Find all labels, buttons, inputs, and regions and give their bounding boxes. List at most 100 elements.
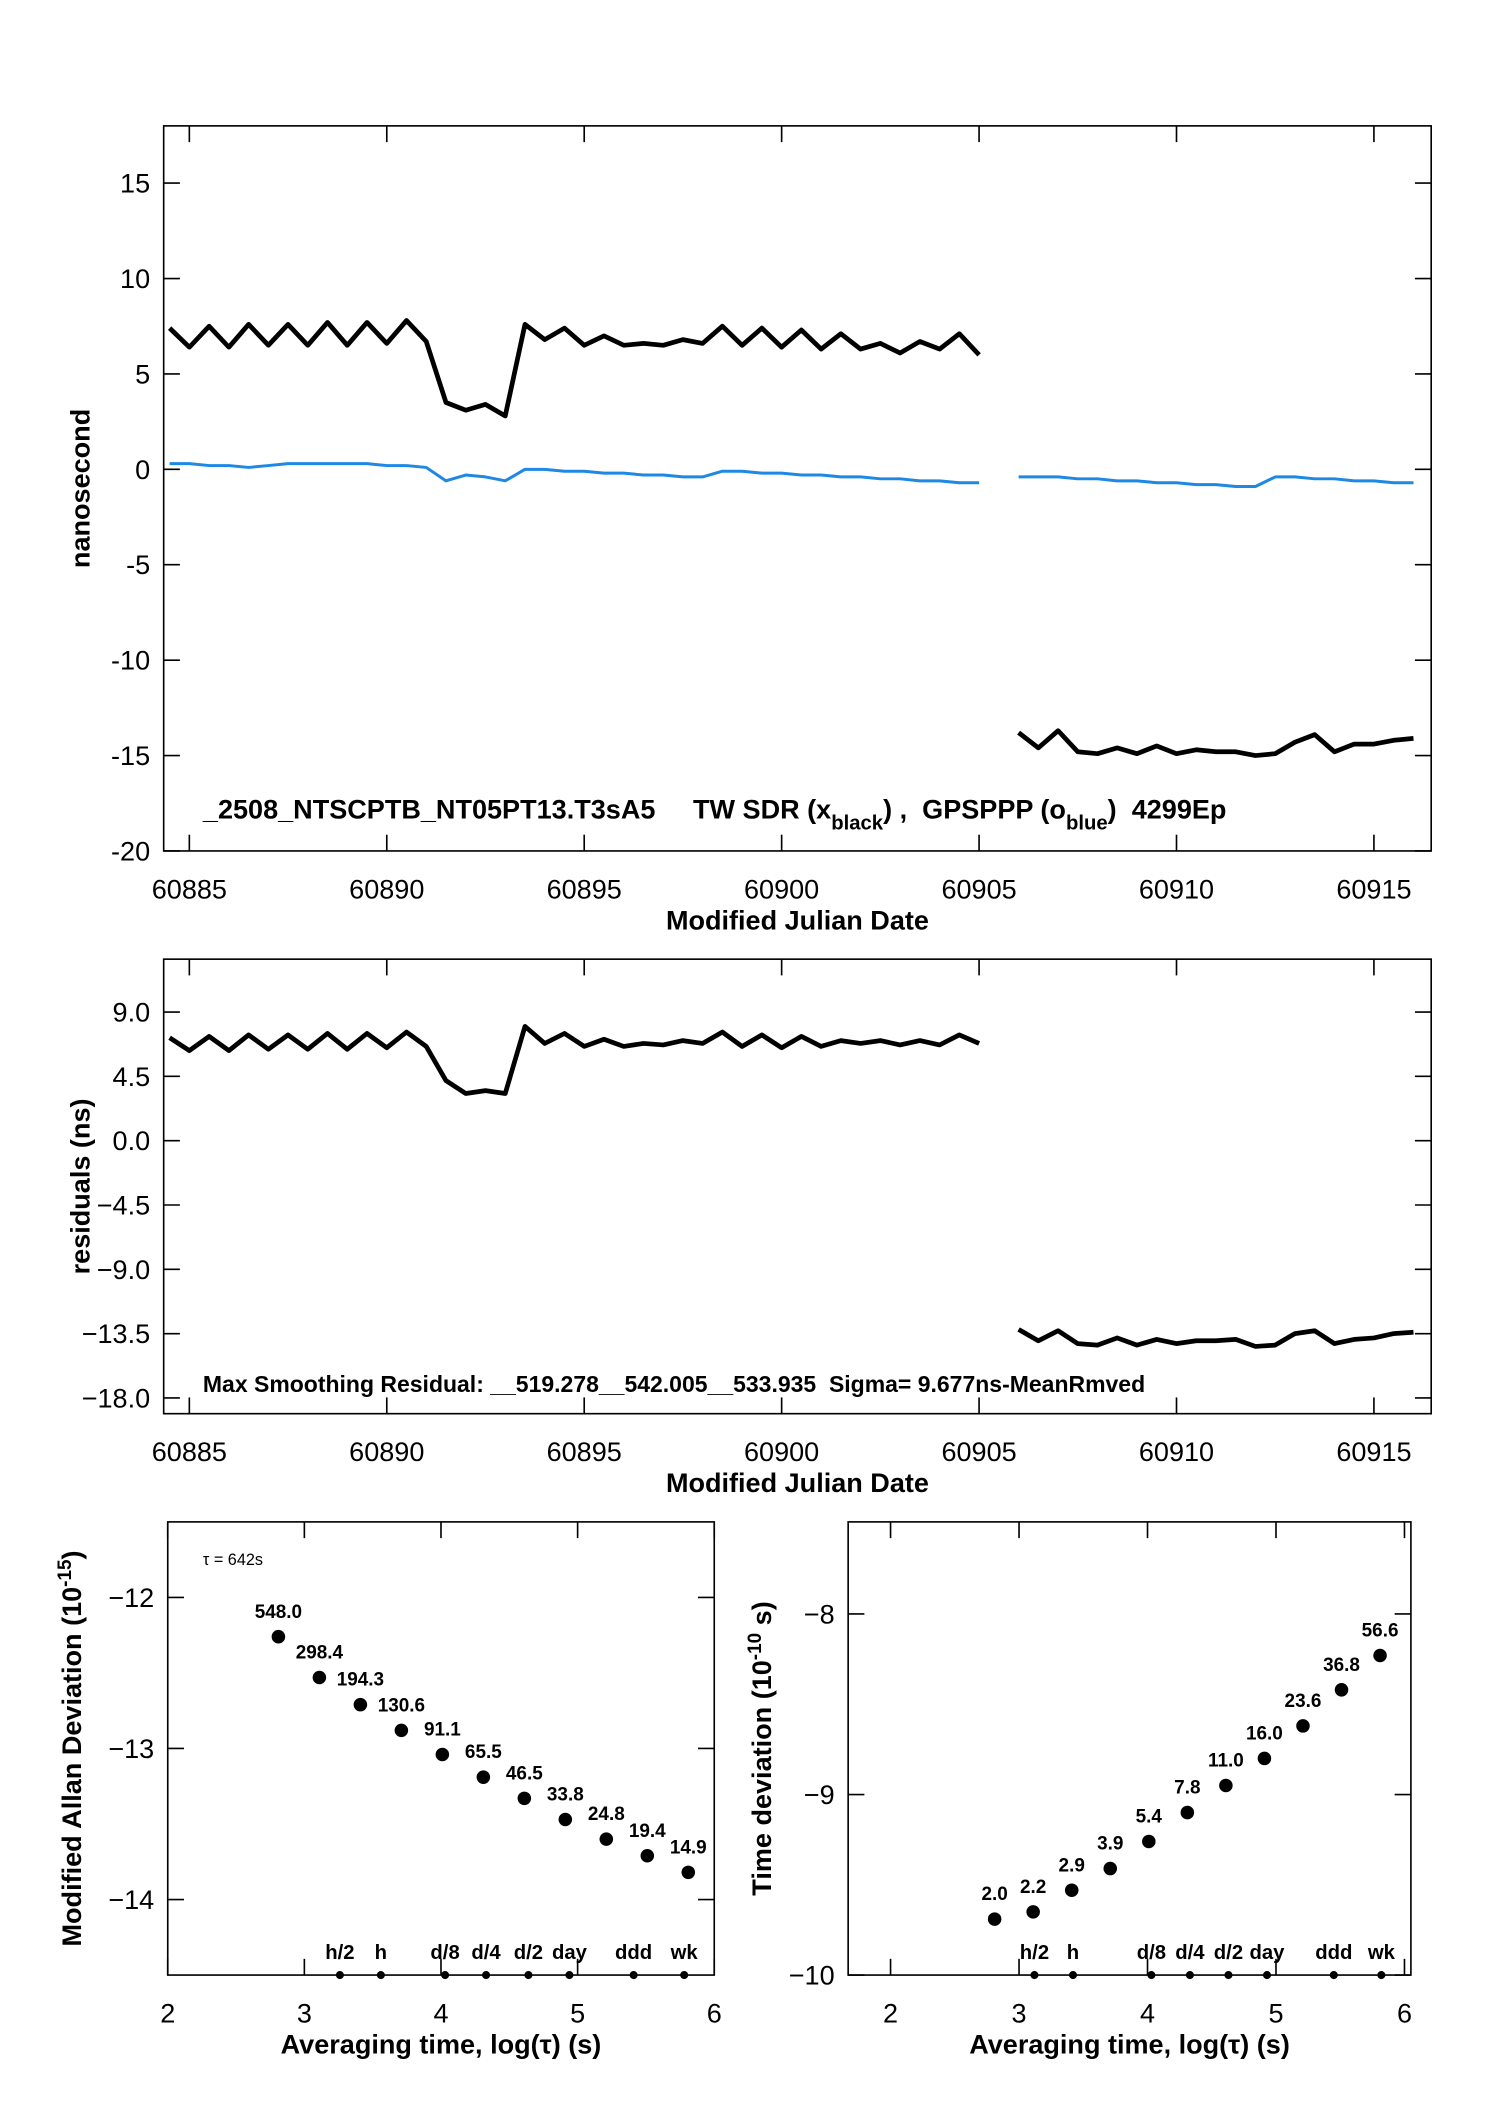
text-part: ) , GPSPPP (o (883, 794, 1066, 824)
time-marker (1185, 1971, 1194, 1980)
x-axis-label: Averaging time, log(τ) (s) (281, 2030, 602, 2060)
time-marker (565, 1971, 574, 1980)
value-label: 7.8 (1174, 1778, 1200, 1799)
data-point (517, 1791, 532, 1806)
time-marker (376, 1971, 385, 1980)
value-label: 3.9 (1097, 1834, 1123, 1855)
y-tick-label: −13 (108, 1734, 154, 1764)
series-line (168, 1024, 1414, 1349)
x-tick-label: 60900 (744, 874, 819, 904)
y-tick-label: 5 (135, 359, 150, 389)
data-point (353, 1697, 368, 1712)
y-tick-label: -10 (111, 646, 150, 676)
text-part: ) 4299Ep (1108, 794, 1227, 824)
y-tick-label: -20 (111, 836, 150, 866)
y-tick-label: −12 (108, 1583, 154, 1613)
value-label: 91.1 (424, 1720, 461, 1741)
time-marker (1262, 1971, 1272, 1980)
x-tick-label: 6 (1397, 1998, 1412, 2028)
y-tick-label: 10 (120, 264, 150, 294)
x-tick-label: 5 (1268, 1998, 1283, 2028)
data-point (435, 1747, 450, 1762)
x-tick-label: 60890 (349, 874, 424, 904)
data-point (1142, 1834, 1156, 1849)
value-label: 5.4 (1136, 1807, 1163, 1828)
superscript: -10 (745, 1633, 766, 1660)
time-marker-label: day (552, 1942, 588, 1964)
data-point (1103, 1861, 1118, 1876)
text-part: Max Smoothing Residual: __519.278__542.0… (203, 1371, 1145, 1397)
subscript: blue (1066, 812, 1108, 834)
y-axis-label: residuals (ns) (65, 1098, 95, 1274)
value-label: 2.0 (981, 1884, 1007, 1905)
value-label: 548.0 (255, 1602, 302, 1623)
time-marker-label: ddd (1315, 1942, 1352, 1964)
y-tick-label: −13.5 (82, 1319, 150, 1349)
text-part: s) (747, 1601, 777, 1633)
y-tick-label: 0 (135, 455, 150, 485)
value-label: 2.2 (1020, 1877, 1046, 1898)
value-label: 23.6 (1285, 1691, 1322, 1712)
x-axis-label: Averaging time, log(τ) (s) (969, 2030, 1290, 2060)
time-marker (1030, 1971, 1039, 1980)
y-axis-label: nanosecond (65, 409, 95, 568)
text-part: Time deviation (10 (747, 1660, 777, 1896)
time-marker-label: d/2 (514, 1942, 543, 1964)
time-marker (1329, 1971, 1338, 1980)
annotation: Max Smoothing Residual: __519.278__542.0… (203, 1371, 1145, 1397)
annotation: _2508_NTSCPTB_NT05PT13.T3sA5 TW SDR (x bl… (202, 794, 1227, 834)
text-part: τ = 642s (203, 1551, 263, 1569)
x-tick-label: 2 (883, 1998, 898, 2028)
x-tick-label: 60895 (547, 1437, 622, 1467)
superscript: -15 (55, 1559, 76, 1586)
data-point (640, 1848, 655, 1863)
value-label: 33.8 (547, 1785, 584, 1806)
y-tick-label: −9.0 (97, 1255, 150, 1285)
y-tick-label: 15 (120, 169, 150, 199)
data-point (476, 1770, 491, 1784)
time-marker-label: h (1067, 1942, 1079, 1964)
x-tick-label: 60885 (152, 874, 227, 904)
time-marker (1068, 1971, 1078, 1980)
x-tick-label: 60900 (744, 1437, 819, 1467)
time-marker-label: wk (1367, 1942, 1396, 1964)
value-label: 130.6 (378, 1695, 425, 1716)
data-point (558, 1812, 573, 1827)
plot-frame (162, 958, 1432, 1415)
time-marker-label: h/2 (1020, 1942, 1049, 1964)
text-part: ) (57, 1550, 87, 1559)
data-point (1064, 1883, 1079, 1897)
time-marker (335, 1971, 344, 1980)
x-tick-label: 3 (297, 1998, 312, 2028)
time-marker-label: day (1250, 1942, 1286, 1964)
data-point (1334, 1683, 1349, 1697)
text-part: _2508_NTSCPTB_NT05PT13.T3sA5 TW SDR (x (202, 794, 831, 824)
time-marker (1147, 1971, 1156, 1980)
time-marker (524, 1971, 533, 1980)
y-tick-label: −4.5 (97, 1190, 150, 1220)
y-tick-label: −10 (789, 1961, 835, 1991)
x-tick-label: 60910 (1139, 1437, 1214, 1467)
y-tick-label: -5 (126, 550, 150, 580)
y-tick-label: -15 (111, 741, 150, 771)
data-point (1180, 1805, 1195, 1820)
x-tick-label: 2 (160, 1998, 175, 2028)
value-label: 194.3 (337, 1670, 384, 1691)
value-label: 11.0 (1208, 1751, 1244, 1772)
x-tick-label: 3 (1012, 1998, 1027, 2028)
data-point (312, 1670, 327, 1685)
text-part: Modified Allan Deviation (10 (57, 1587, 87, 1947)
data-point (394, 1723, 409, 1738)
annotation: τ = 642s (203, 1551, 263, 1569)
x-axis-label: Modified Julian Date (666, 1468, 929, 1498)
x-axis-label: Modified Julian Date (666, 905, 929, 935)
time-marker (1224, 1971, 1233, 1980)
plot-frame (847, 1521, 1412, 1976)
data-point (599, 1832, 614, 1846)
y-tick-label: −14 (108, 1885, 154, 1915)
time-marker (482, 1971, 491, 1980)
data-point (1296, 1719, 1310, 1733)
time-marker (629, 1971, 638, 1980)
x-tick-label: 4 (433, 1998, 448, 2028)
